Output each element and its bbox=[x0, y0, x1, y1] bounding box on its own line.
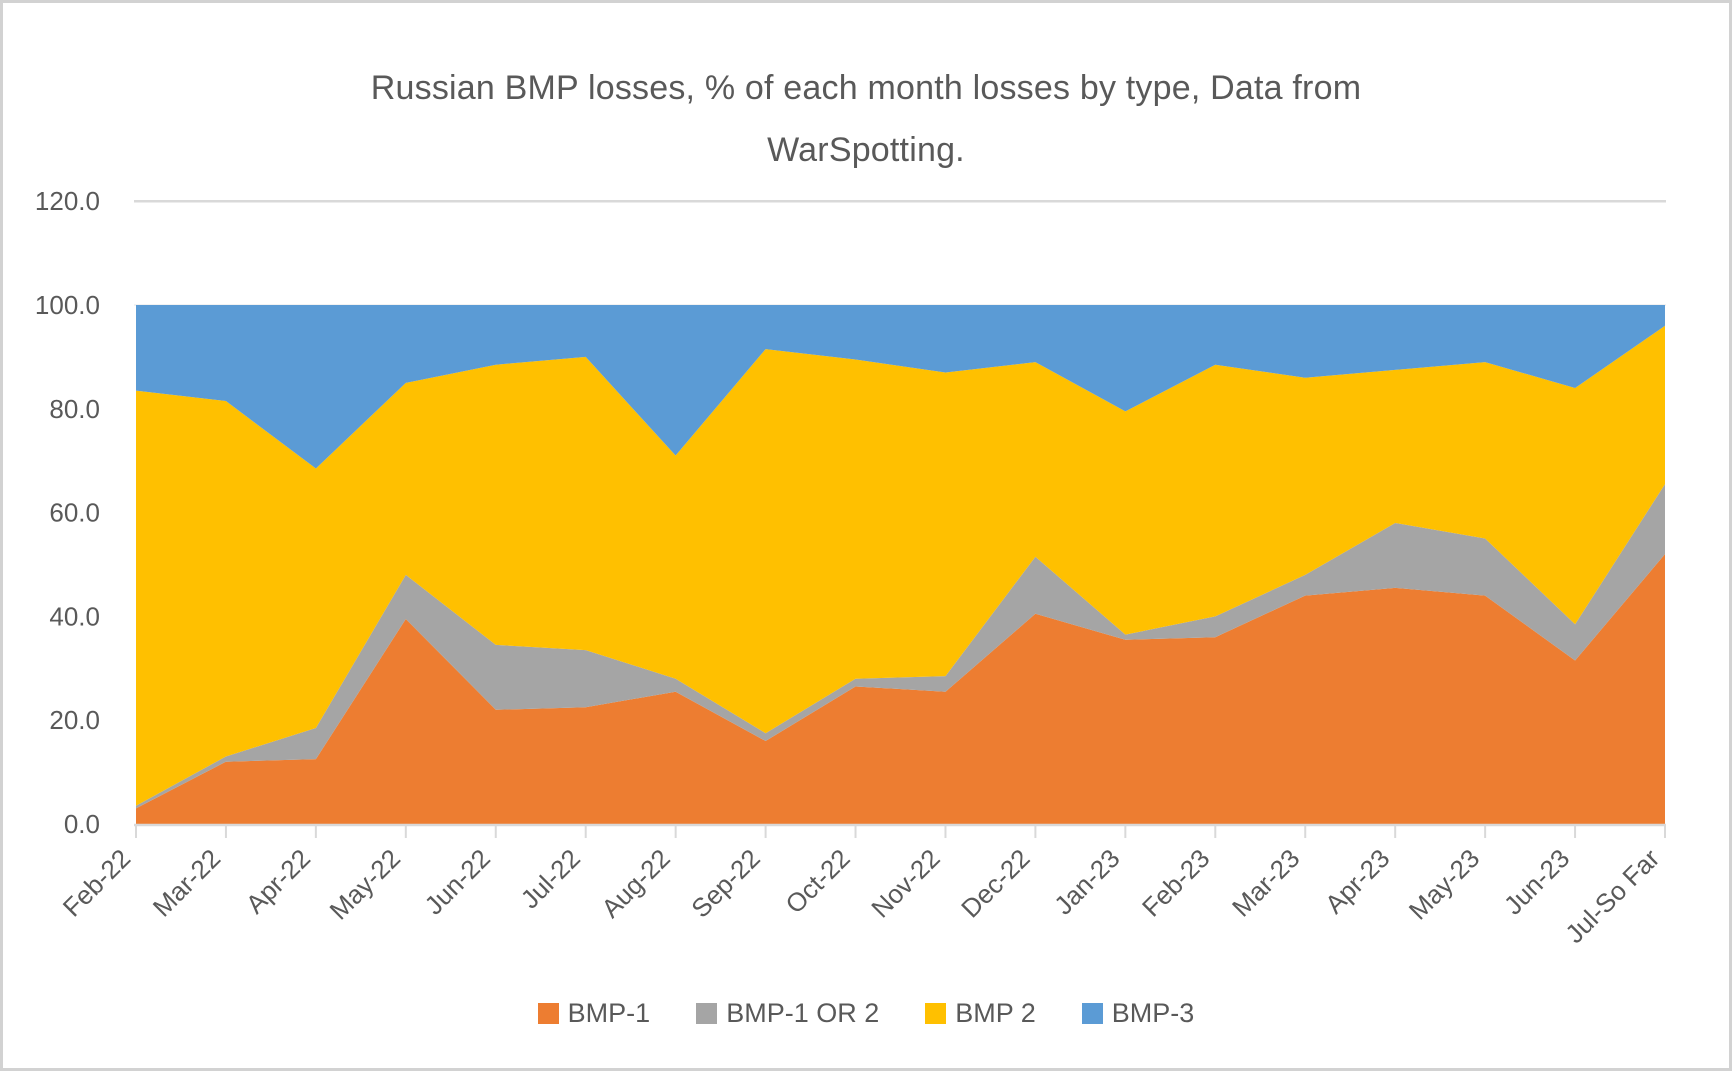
x-axis-tick-label: Jun-22 bbox=[419, 843, 496, 920]
y-axis-tick-label: 20.0 bbox=[49, 705, 100, 735]
legend-swatch-bmp3 bbox=[1081, 1003, 1103, 1024]
legend-label-bmp1or2: BMP-1 OR 2 bbox=[726, 998, 880, 1028]
area-series-bmp-2[interactable] bbox=[136, 325, 1665, 806]
y-axis-tick-label: 60.0 bbox=[49, 498, 100, 528]
legend-item-bmp1or2[interactable]: BMP-1 OR 2 bbox=[696, 998, 879, 1029]
x-axis-tick-label: Feb-23 bbox=[1136, 843, 1215, 922]
chart-title-line1: Russian BMP losses, % of each month loss… bbox=[370, 69, 1362, 107]
x-axis-tick-label: Jan-23 bbox=[1048, 843, 1125, 920]
legend-label-bmp2: BMP 2 bbox=[955, 998, 1036, 1028]
legend-swatch-bmp2 bbox=[925, 1003, 947, 1024]
y-axis-tick-label: 0.0 bbox=[64, 809, 100, 839]
legend-label-bmp1: BMP-1 bbox=[567, 998, 651, 1028]
legend-item-bmp1[interactable]: BMP-1 bbox=[537, 998, 651, 1029]
x-axis-tick-label: Mar-23 bbox=[1226, 843, 1305, 922]
chart-legend: BMP-1 BMP-1 OR 2 BMP 2 BMP-3 bbox=[3, 998, 1729, 1029]
x-axis-tick-label: Apr-22 bbox=[240, 843, 316, 919]
area-series-bmp-1[interactable] bbox=[136, 554, 1665, 824]
x-axis-tick-label: Jul-22 bbox=[515, 843, 586, 914]
area-series-bmp-3[interactable] bbox=[136, 305, 1665, 469]
legend-swatch-bmp1or2 bbox=[696, 1003, 718, 1024]
x-axis-tick-label: May-22 bbox=[324, 843, 407, 926]
x-axis-tick-label: Nov-22 bbox=[865, 843, 945, 923]
x-axis-tick-label: Feb-22 bbox=[57, 843, 136, 922]
legend-swatch-bmp1 bbox=[537, 1003, 559, 1024]
chart-title: Russian BMP losses, % of each month loss… bbox=[3, 57, 1729, 181]
y-axis-tick-label: 40.0 bbox=[49, 601, 100, 631]
x-axis-tick-label: Dec-22 bbox=[955, 843, 1035, 923]
x-axis-tick-label: Oct-22 bbox=[779, 843, 855, 919]
area-series-bmp-1-or-2[interactable] bbox=[136, 484, 1665, 809]
x-axis-tick-label: Sep-22 bbox=[685, 843, 765, 923]
y-axis-tick-label: 120.0 bbox=[35, 186, 100, 216]
x-axis-tick-label: Apr-23 bbox=[1319, 843, 1395, 919]
legend-label-bmp3: BMP-3 bbox=[1111, 998, 1195, 1028]
y-axis-tick-label: 100.0 bbox=[35, 290, 100, 320]
x-axis-tick-label: Jul-So Far bbox=[1559, 843, 1665, 949]
legend-item-bmp3[interactable]: BMP-3 bbox=[1081, 998, 1195, 1029]
y-axis-tick-label: 80.0 bbox=[49, 394, 100, 424]
x-axis-tick-label: Jun-23 bbox=[1498, 843, 1575, 920]
legend-item-bmp2[interactable]: BMP 2 bbox=[925, 998, 1036, 1029]
x-axis-tick-label: Mar-22 bbox=[147, 843, 226, 922]
chart-title-line2: WarSpotting. bbox=[767, 131, 965, 169]
x-axis-tick-label: May-23 bbox=[1403, 843, 1486, 926]
x-axis-tick-label: Aug-22 bbox=[595, 843, 675, 923]
